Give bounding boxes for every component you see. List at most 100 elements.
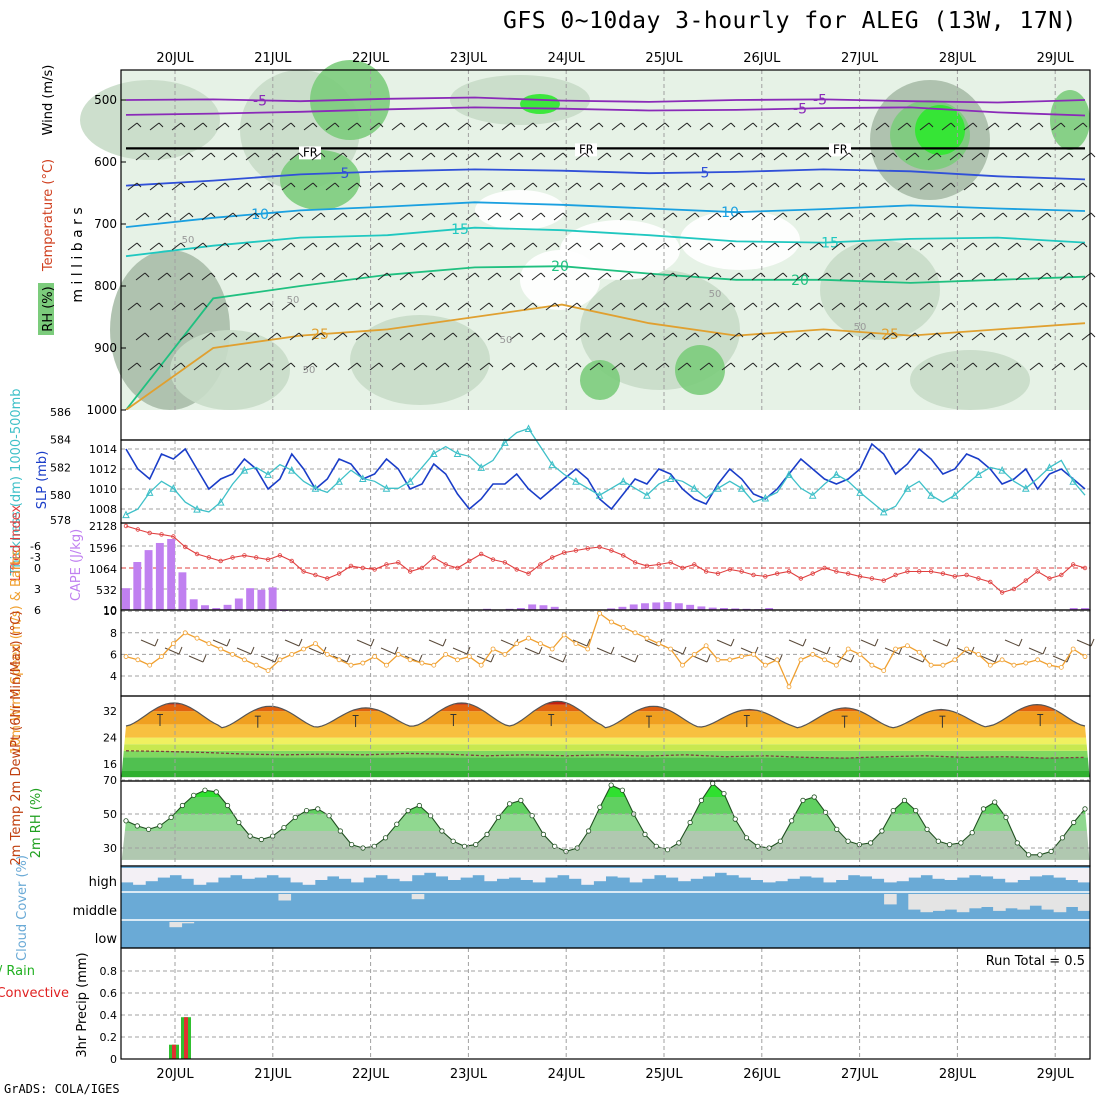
cloud-axis-label: Cloud Cover (%) (15, 855, 30, 961)
wind-barb (716, 332, 722, 338)
rh-marker (597, 804, 603, 810)
wind-barb (215, 182, 226, 191)
wind-barb (413, 362, 424, 371)
wind-barb (963, 122, 974, 131)
wind-barb (281, 242, 292, 251)
wind-barb (870, 152, 876, 158)
wind-barb (1002, 152, 1008, 158)
wind-barb (246, 242, 252, 248)
wind-barb (809, 362, 820, 371)
wind-barb (457, 242, 468, 251)
wind-barb (488, 302, 494, 308)
wind-barb (672, 212, 678, 218)
wind-barb-10m (370, 638, 375, 647)
wind-barb (936, 212, 942, 218)
wind-barb (311, 212, 322, 221)
wind-barb (985, 122, 996, 131)
cape-bar (1081, 608, 1089, 610)
lifted-index-marker (964, 572, 969, 578)
cloud-gap-cell (411, 868, 425, 876)
wind-barb (892, 212, 898, 218)
isotherm-line (125, 96, 1086, 104)
lifted-index-marker (834, 569, 839, 574)
cape-bar (133, 562, 142, 610)
cape-bar (189, 599, 198, 610)
thickness-marker (382, 484, 391, 492)
wind-barb (474, 152, 480, 158)
wind-barb (435, 362, 446, 371)
thickness-marker (1045, 463, 1054, 471)
cloud-gap-cell (641, 868, 655, 879)
rh-marker (394, 821, 400, 827)
wind-barb (1016, 362, 1022, 368)
wind-barb (356, 122, 362, 128)
wind-barb-10m (322, 646, 327, 655)
wind-barb (589, 182, 600, 191)
wind-barb (408, 152, 414, 158)
rh-marker (879, 828, 885, 834)
rh-shading-region (915, 105, 965, 155)
wind-barb (171, 182, 182, 191)
wind-speed-marker (526, 635, 531, 641)
wind-speed-marker (443, 652, 449, 657)
wind-barb-10m (610, 646, 615, 655)
wind-barb (730, 182, 736, 188)
rh-marker (416, 802, 422, 809)
lifted-index-tick-label: -3 (30, 551, 41, 564)
thickness-marker (1021, 484, 1030, 492)
wind-barb (729, 212, 740, 221)
footer-credit: GrADS: COLA/IGES (4, 1082, 120, 1096)
wind-barb (135, 212, 146, 221)
wind-barb (765, 302, 776, 311)
wind-barb (268, 122, 274, 128)
wind-barb (1090, 332, 1096, 338)
wind-speed-marker (1047, 662, 1052, 668)
wind-barb (927, 272, 938, 281)
lifted-index-marker (242, 553, 247, 558)
wind-barb (818, 182, 824, 188)
cape-tick-label: 2128 (89, 520, 117, 533)
wind-barb (1060, 182, 1066, 188)
wind-barb-10m (1076, 639, 1092, 647)
rh-marker (518, 797, 524, 804)
run-total-label: Run Total = 0.5 (986, 954, 1085, 969)
isotherm-label: 15 (821, 235, 839, 251)
cape-bar (212, 608, 221, 610)
pressure-tick-label: 600 (94, 155, 117, 169)
wind-speed-marker (561, 632, 567, 638)
wind-barb (320, 152, 326, 158)
wind-barb (738, 332, 744, 338)
wind-speed-marker (774, 657, 780, 663)
wind-barb (347, 182, 358, 191)
wind-barb (259, 362, 270, 371)
wind-barb (553, 332, 564, 341)
wind-barb (633, 362, 644, 371)
wind-barb (281, 122, 292, 131)
wind-barb (1073, 122, 1084, 131)
wind-barb (941, 362, 952, 371)
wind-barb (818, 242, 824, 248)
wind-barb (1082, 302, 1088, 308)
wind-barb (628, 332, 634, 338)
cape-bar (257, 589, 266, 610)
isotherm-line (125, 265, 1086, 411)
wind-barb (369, 182, 380, 191)
wind-barb (972, 302, 978, 308)
wind-barb (598, 302, 604, 308)
top-date-label: 23JUL (450, 51, 488, 66)
cloud-gap-cell (544, 868, 558, 878)
wind-barb (518, 152, 524, 158)
rh-band (121, 797, 1090, 814)
wind-barb (708, 182, 714, 188)
wind-barb (1060, 242, 1066, 248)
precip-panel-frame (120, 947, 1091, 1060)
wind-speed-marker (1082, 654, 1088, 659)
thickness-marker (619, 477, 628, 485)
thickness-marker (737, 484, 746, 492)
thickness-marker (453, 449, 462, 457)
wind-barb (320, 332, 326, 338)
wind-barb (532, 182, 538, 188)
rh-marker (326, 813, 332, 819)
wind-barb (400, 302, 406, 308)
wind-barb (1082, 122, 1088, 128)
